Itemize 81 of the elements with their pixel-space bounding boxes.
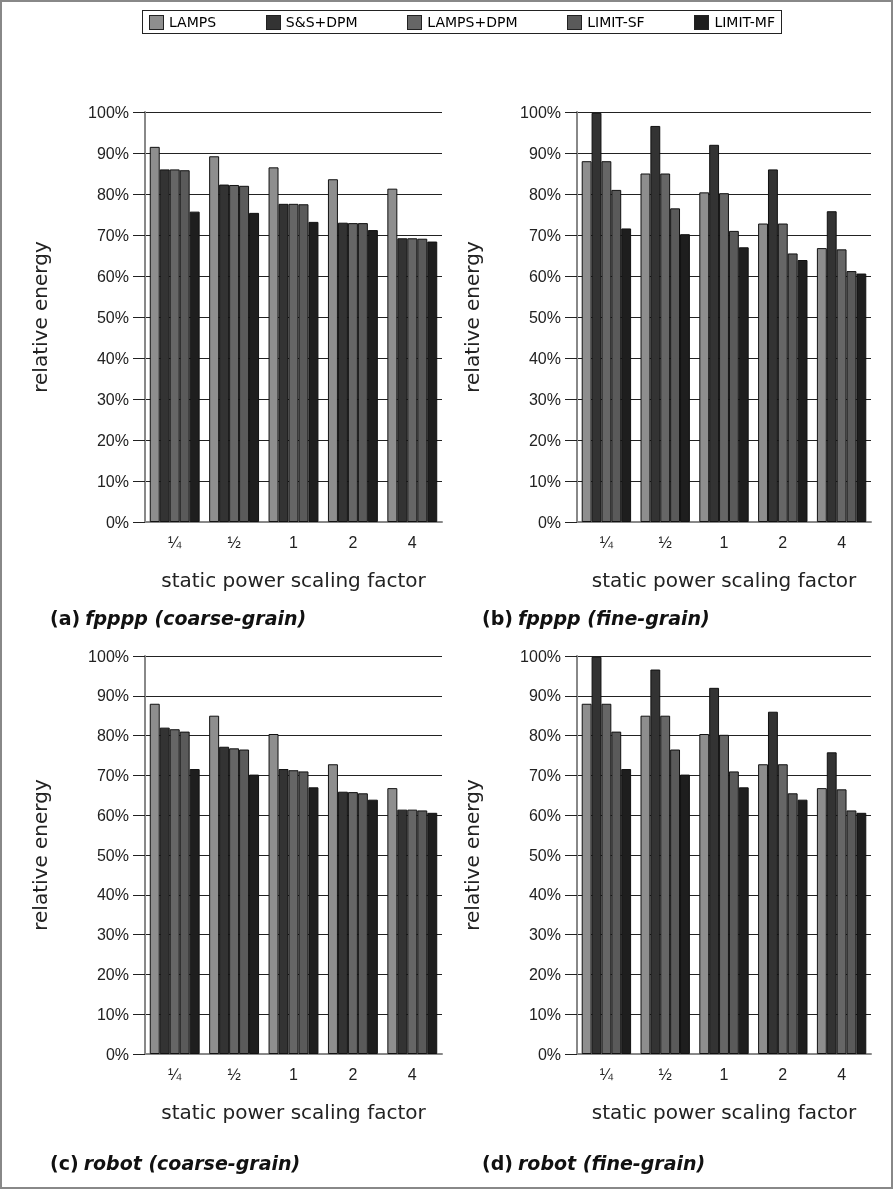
- y-tick-label: 80%: [96, 185, 129, 203]
- x-tick-label: ¼: [599, 533, 614, 551]
- x-tick-label: ½: [227, 533, 241, 551]
- x-tick-label: 4: [407, 1065, 417, 1083]
- y-tick-label: 20%: [528, 965, 561, 983]
- y-tick-label: 60%: [528, 806, 561, 824]
- text: (d) robot (fine-grain): [482, 1151, 706, 1174]
- x-tick-label: 2: [348, 1065, 358, 1083]
- y-tick-label: 40%: [96, 886, 129, 904]
- y-tick-label: 50%: [96, 846, 129, 864]
- x-tick-label: ½: [658, 533, 672, 551]
- text: (c) robot (coarse-grain): [50, 1151, 301, 1174]
- legend-label: LAMPS: [169, 14, 217, 30]
- y-tick-label: 80%: [96, 727, 129, 745]
- y-tick-label: 0%: [105, 1045, 129, 1063]
- x-axis-title: static power scaling factor: [591, 568, 858, 592]
- y-tick-label: 80%: [528, 727, 561, 745]
- y-tick-label: 30%: [96, 926, 129, 944]
- y-tick-label: 0%: [537, 513, 561, 531]
- y-axis-title: relative energy: [460, 241, 484, 393]
- x-tick-label: ½: [227, 1065, 241, 1083]
- legend-label: LIMIT-SF: [587, 14, 645, 30]
- y-tick-label: 100%: [88, 103, 129, 121]
- y-tick-label: 30%: [528, 926, 561, 944]
- y-tick-label: 60%: [528, 267, 561, 285]
- legend-label: LAMPS+DPM: [427, 14, 518, 30]
- x-tick-label: 4: [837, 533, 847, 551]
- y-tick-label: 10%: [96, 1005, 129, 1023]
- text: (a) fpppp (coarse-grain): [50, 606, 307, 629]
- y-tick-label: 50%: [96, 308, 129, 326]
- x-tick-label: 1: [719, 1065, 729, 1083]
- y-tick-label: 0%: [537, 1045, 561, 1063]
- y-tick-label: 90%: [528, 687, 561, 705]
- legend-label: LIMIT-MF: [714, 14, 775, 30]
- x-tick-label: 1: [719, 533, 729, 551]
- y-tick-label: 70%: [528, 226, 561, 244]
- x-tick-label: 2: [778, 533, 788, 551]
- x-axis-title: static power scaling factor: [591, 1100, 858, 1124]
- y-tick-label: 100%: [520, 647, 561, 665]
- y-tick-label: 50%: [528, 308, 561, 326]
- x-tick-label: ¼: [168, 1065, 183, 1083]
- x-tick-label: 2: [778, 1065, 788, 1083]
- y-axis-title: relative energy: [460, 779, 484, 931]
- y-tick-label: 90%: [528, 144, 561, 162]
- y-tick-label: 40%: [528, 349, 561, 367]
- x-tick-label: ¼: [168, 533, 183, 551]
- y-tick-label: 90%: [96, 144, 129, 162]
- y-tick-label: 90%: [96, 687, 129, 705]
- y-tick-label: 10%: [528, 1005, 561, 1023]
- x-tick-label: 2: [348, 533, 358, 551]
- y-tick-label: 70%: [528, 766, 561, 784]
- y-axis-title: relative energy: [28, 241, 52, 393]
- y-tick-label: 70%: [96, 766, 129, 784]
- y-tick-label: 40%: [528, 886, 561, 904]
- y-tick-label: 30%: [96, 390, 129, 408]
- y-tick-label: 20%: [96, 431, 129, 449]
- x-tick-label: 4: [407, 533, 417, 551]
- legend-label: S&S+DPM: [285, 14, 358, 30]
- x-tick-label: 4: [837, 1065, 847, 1083]
- y-tick-label: 100%: [88, 647, 129, 665]
- y-axis-title: relative energy: [28, 779, 52, 931]
- text: (b) fpppp (fine-grain): [482, 606, 710, 629]
- y-tick-label: 70%: [96, 226, 129, 244]
- x-tick-label: ½: [658, 1065, 672, 1083]
- y-tick-label: 0%: [105, 513, 129, 531]
- y-tick-label: 30%: [528, 390, 561, 408]
- y-tick-label: 10%: [528, 472, 561, 490]
- x-tick-label: ¼: [599, 1065, 614, 1083]
- y-tick-label: 80%: [528, 185, 561, 203]
- x-axis-title: static power scaling factor: [161, 1100, 427, 1124]
- y-tick-label: 50%: [528, 846, 561, 864]
- y-tick-label: 10%: [96, 472, 129, 490]
- y-tick-label: 60%: [96, 267, 129, 285]
- y-tick-label: 40%: [96, 349, 129, 367]
- x-tick-label: 1: [289, 533, 299, 551]
- y-tick-label: 60%: [96, 806, 129, 824]
- y-tick-label: 20%: [96, 965, 129, 983]
- x-tick-label: 1: [289, 1065, 299, 1083]
- y-tick-label: 20%: [528, 431, 561, 449]
- x-axis-title: static power scaling factor: [161, 568, 427, 592]
- y-tick-label: 100%: [520, 103, 561, 121]
